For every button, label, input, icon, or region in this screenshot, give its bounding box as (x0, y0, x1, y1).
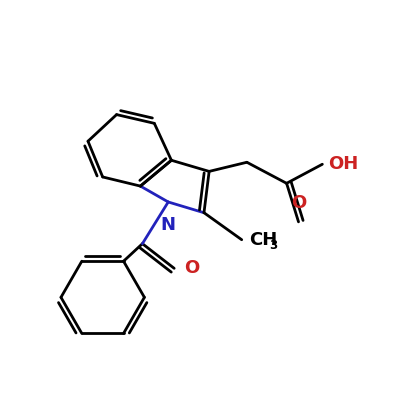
Text: O: O (291, 194, 306, 212)
Text: 3: 3 (270, 239, 278, 252)
Text: O: O (184, 259, 199, 277)
Text: N: N (161, 216, 176, 234)
Text: CH: CH (249, 231, 277, 249)
Text: OH: OH (328, 155, 358, 173)
